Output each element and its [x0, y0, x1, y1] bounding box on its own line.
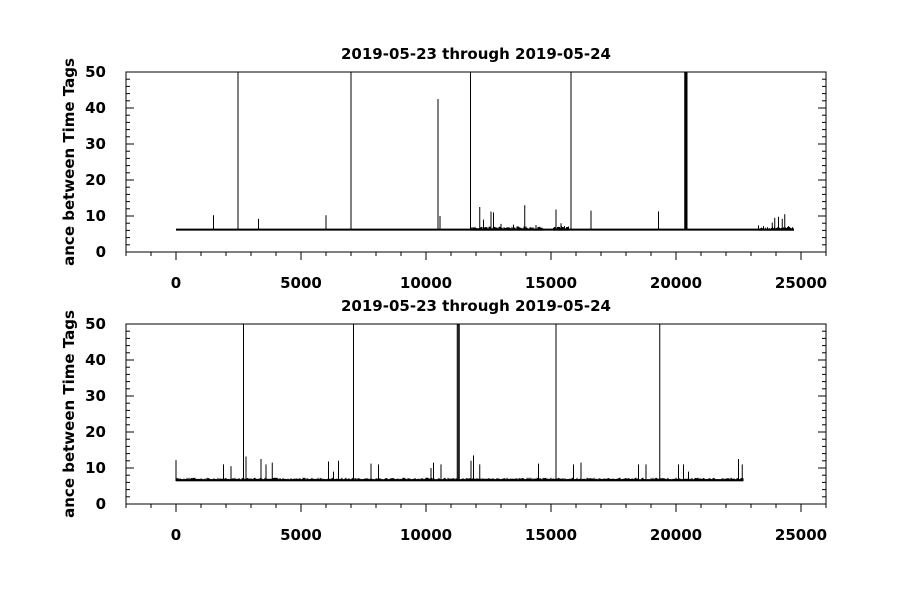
x-tick-label: 25000: [775, 274, 827, 292]
y-tick-label: 30: [85, 387, 106, 405]
y-tick-label: 50: [85, 315, 106, 333]
y-axis-label: ance between Time Tags: [60, 58, 78, 266]
noise-band: [175, 477, 744, 482]
x-tick-label: 25000: [775, 526, 827, 544]
y-tick-label: 30: [85, 135, 106, 153]
x-tick-label: 0: [171, 526, 181, 544]
plot-frame: [125, 71, 827, 253]
top-chart-panel: 2019-05-23 through 2019-05-24 ance betwee…: [60, 45, 827, 292]
y-tick-label: 50: [85, 63, 106, 81]
x-tick-label: 15000: [525, 526, 577, 544]
y-tick-label: 10: [85, 459, 106, 477]
x-tick-label: 15000: [525, 274, 577, 292]
y-tick-label: 0: [96, 495, 106, 513]
x-tick-label: 5000: [280, 526, 322, 544]
y-tick-label: 10: [85, 207, 106, 225]
y-tick-label: 40: [85, 99, 106, 117]
x-tick-label: 0: [171, 274, 181, 292]
y-tick-label: 20: [85, 171, 106, 189]
noise-band: [470, 226, 544, 231]
data-series: [176, 72, 794, 231]
x-tick-label: 20000: [650, 274, 702, 292]
x-tick-label: 10000: [400, 526, 452, 544]
y-axis-label: ance between Time Tags: [60, 310, 78, 518]
data-series: [175, 324, 744, 482]
y-tick-label: 20: [85, 423, 106, 441]
x-tick-label: 10000: [400, 274, 452, 292]
x-tick-label: 5000: [280, 274, 322, 292]
bottom-chart-panel: 2019-05-23 through 2019-05-24 ance betwee…: [60, 297, 827, 544]
chart-title: 2019-05-23 through 2019-05-24: [341, 45, 611, 63]
x-tick-label: 20000: [650, 526, 702, 544]
chart-title: 2019-05-23 through 2019-05-24: [341, 297, 611, 315]
y-tick-label: 0: [96, 243, 106, 261]
y-tick-label: 40: [85, 351, 106, 369]
